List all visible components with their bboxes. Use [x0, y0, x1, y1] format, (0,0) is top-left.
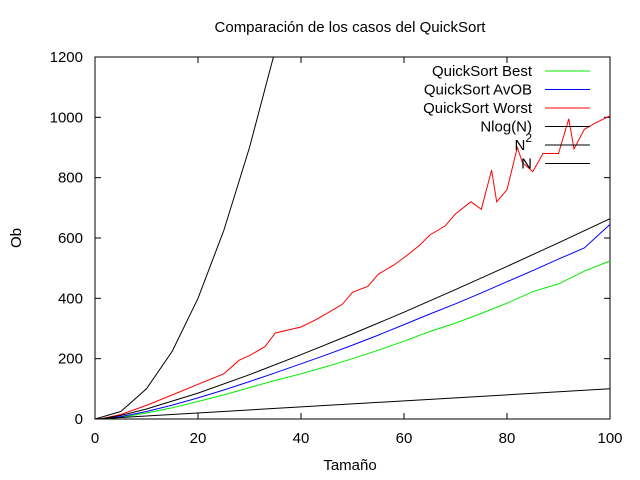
series-line-n	[95, 388, 610, 419]
y-tick-label: 800	[58, 170, 83, 187]
x-tick-label: 80	[499, 430, 516, 447]
legend-label: N	[521, 156, 532, 173]
y-tick-label: 1200	[50, 49, 83, 66]
legend-label: QuickSort AvOB	[424, 82, 532, 99]
y-tick-label: 600	[58, 230, 83, 247]
legend-label-text: QuickSort AvOB	[424, 82, 532, 99]
x-axis-label: Tamaño	[323, 457, 376, 474]
legend-label-text: QuickSort Best	[432, 63, 533, 80]
x-tick-label: 100	[597, 430, 622, 447]
legend-label: N2	[514, 131, 532, 154]
y-tick-label: 200	[58, 351, 83, 368]
x-tick-label: 0	[91, 430, 99, 447]
legend-label-superscript: 2	[525, 131, 532, 145]
x-tick-label: 60	[396, 430, 413, 447]
plot-frame	[94, 56, 611, 420]
series-line-quicksort-avob	[100, 224, 610, 419]
y-tick-label: 400	[58, 290, 83, 307]
legend-label: QuickSort Worst	[423, 100, 533, 117]
x-tick-label: 40	[293, 430, 310, 447]
legend-label-text: N	[521, 156, 532, 173]
legend-label-text: QuickSort Worst	[423, 100, 533, 117]
y-tick-label: 1000	[50, 109, 83, 126]
x-tick-label: 20	[190, 430, 207, 447]
legend-label: QuickSort Best	[432, 63, 533, 80]
legend-label: Nlog(N)	[480, 119, 532, 136]
chart-title: Comparación de los casos del QuickSort	[215, 19, 487, 36]
series-group	[95, 57, 610, 419]
series-line-quicksort-worst	[100, 115, 610, 419]
legend-label-text: Nlog(N)	[480, 119, 532, 136]
legend-label-text: N	[514, 137, 525, 154]
series-line-quicksort-best	[100, 260, 610, 419]
series-line-nlog-n	[100, 218, 610, 419]
y-tick-label: 0	[75, 411, 83, 428]
series-line-n-2	[95, 57, 274, 419]
y-axis-label: Ob	[8, 228, 25, 248]
